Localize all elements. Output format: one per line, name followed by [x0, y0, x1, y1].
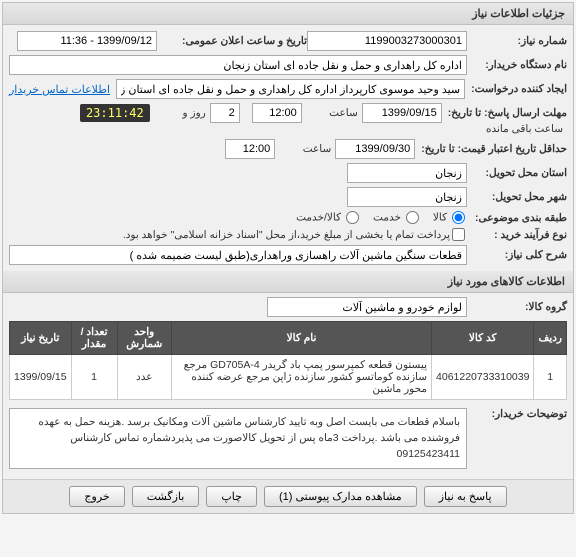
buy-type-label: نوع فرآیند خرید : — [467, 229, 567, 241]
details-panel: جزئیات اطلاعات نیاز شماره نیاز: تاریخ و … — [2, 2, 574, 514]
time-label-1: ساعت — [302, 107, 362, 119]
need-no-label: شماره نیاز: — [467, 35, 567, 47]
pack-radio-3[interactable] — [346, 211, 359, 224]
deliver-prov — [347, 163, 467, 183]
pack-opt1-text: کالا — [433, 211, 447, 223]
goods-group — [267, 297, 467, 317]
panel-title: جزئیات اطلاعات نیاز — [3, 3, 573, 25]
th-idx: ردیف — [534, 322, 567, 355]
pack-opt3-wrap[interactable]: کالا/خدمت — [296, 211, 361, 224]
exit-button[interactable]: خروج — [69, 486, 124, 507]
deadline-price-time — [225, 139, 275, 159]
pack-opt3-text: کالا/خدمت — [296, 211, 341, 223]
th-date: تاریخ نیاز — [10, 322, 72, 355]
pack-radio-2[interactable] — [406, 211, 419, 224]
announce-label: تاریخ و ساعت اعلان عمومی: — [157, 35, 307, 47]
pack-label: طبقه بندی موضوعی: — [467, 212, 567, 224]
cell-name: پیستون قطعه کمپرسور پمپ باد گریدر GD705A… — [172, 355, 432, 400]
countdown-timer: 23:11:42 — [80, 104, 150, 122]
table-row: 1 4061220733310039 پیستون قطعه کمپرسور پ… — [10, 355, 567, 400]
cell-idx: 1 — [534, 355, 567, 400]
deliver-city — [347, 187, 467, 207]
pack-radio-1[interactable] — [452, 211, 465, 224]
remain-label: ساعت باقی مانده — [482, 123, 567, 135]
back-button[interactable]: بازگشت — [132, 486, 200, 507]
goods-group-label: گروه کالا: — [467, 301, 567, 313]
cell-unit: عدد — [117, 355, 172, 400]
cell-date: 1399/09/15 — [10, 355, 72, 400]
th-qty: تعداد / مقدار — [71, 322, 117, 355]
th-name: نام کالا — [172, 322, 432, 355]
need-no-field — [307, 31, 467, 51]
days-remaining — [210, 103, 240, 123]
deliver-city-label: شهر محل تحویل: — [467, 191, 567, 203]
cell-qty: 1 — [71, 355, 117, 400]
buy-note: پرداخت تمام یا بخشی از مبلغ خرید،از محل … — [123, 229, 450, 241]
org-field — [9, 55, 467, 75]
cell-code: 4061220733310039 — [432, 355, 534, 400]
print-button[interactable]: چاپ — [206, 486, 257, 507]
pack-opt2-text: خدمت — [373, 211, 401, 223]
goods-table: ردیف کد کالا نام کالا واحد شمارش تعداد /… — [9, 321, 567, 400]
deadline-price-label: حداقل تاریخ اعتبار قیمت: تا تاریخ: — [415, 143, 567, 155]
summary-field — [9, 245, 467, 265]
deadline-reply-time — [252, 103, 302, 123]
buyer-notes: باسلام قطعات می بایست اصل وبه تایید کارش… — [9, 408, 467, 469]
days-label: روز و — [150, 107, 210, 119]
button-bar: پاسخ به نیاز مشاهده مدارک پیوستی (1) چاپ… — [3, 479, 573, 513]
summary-label: شرح کلی نیاز: — [467, 249, 567, 261]
buyer-notes-label: توضیحات خریدار: — [467, 408, 567, 420]
reply-button[interactable]: پاسخ به نیاز — [424, 486, 507, 507]
th-unit: واحد شمارش — [117, 322, 172, 355]
time-label-2: ساعت — [275, 143, 335, 155]
deadline-price-date — [335, 139, 415, 159]
announce-field — [17, 31, 157, 51]
table-header-row: ردیف کد کالا نام کالا واحد شمارش تعداد /… — [10, 322, 567, 355]
deadline-reply-label: مهلت ارسال پاسخ: تا تاریخ: — [442, 107, 567, 119]
creator-label: ایجاد کننده درخواست: — [465, 83, 567, 95]
deadline-reply-date — [362, 103, 442, 123]
deliver-prov-label: استان محل تحویل: — [467, 167, 567, 179]
buy-type-checkbox[interactable] — [452, 228, 465, 241]
th-code: کد کالا — [432, 322, 534, 355]
org-label: نام دستگاه خریدار: — [467, 59, 567, 71]
contact-link[interactable]: اطلاعات تماس خریدار — [9, 83, 110, 96]
pack-opt1-wrap[interactable]: کالا — [433, 211, 467, 224]
panel-body: شماره نیاز: تاریخ و ساعت اعلان عمومی: نا… — [3, 25, 573, 479]
attachments-button[interactable]: مشاهده مدارک پیوستی (1) — [264, 486, 417, 507]
creator-field — [116, 79, 465, 99]
pack-opt2-wrap[interactable]: خدمت — [373, 211, 421, 224]
goods-panel-title: اطلاعات کالاهای مورد نیاز — [3, 271, 573, 293]
